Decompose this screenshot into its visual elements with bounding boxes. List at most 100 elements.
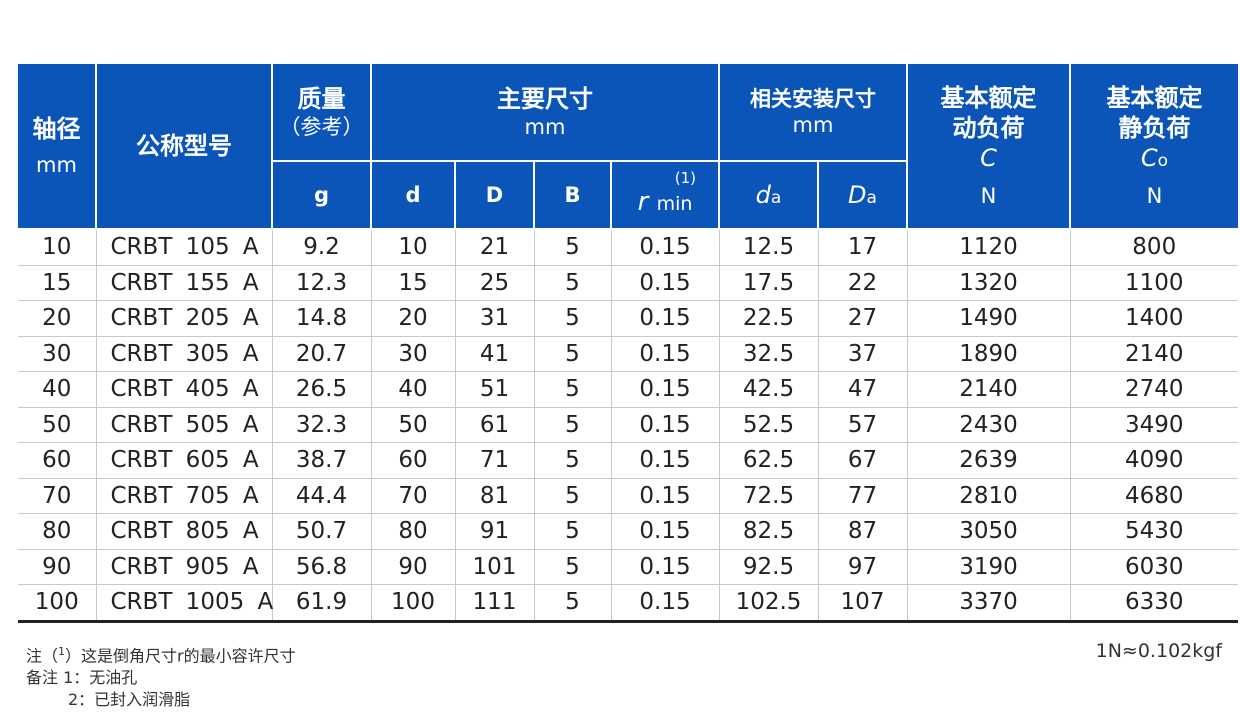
table-row: 40 CRBT 405 A 26.5 40 51 5 0.15 42.5 47 2140 2740 xyxy=(18,371,1238,408)
table-row: 20 CRBT 205 A 14.8 20 31 5 0.15 22.5 27 1490 1400 xyxy=(18,300,1238,337)
cell-Da: 27 xyxy=(818,300,908,337)
table-row: 10 CRBT 105 A 9.2 10 21 5 0.15 12.5 17 1120 800 xyxy=(18,229,1238,266)
cell-d: 15 xyxy=(371,265,456,301)
cell-mass: 61.9 xyxy=(272,584,372,623)
cell-da: 12.5 xyxy=(719,229,819,266)
cell-mass: 12.3 xyxy=(272,265,372,301)
cell-shaft: 80 xyxy=(18,513,97,550)
cell-dyn-load: 3370 xyxy=(907,584,1071,623)
cell-Da: 37 xyxy=(818,336,908,372)
header-dyn-unit: N xyxy=(980,183,997,208)
cell-model: CRBT 405 A xyxy=(96,371,273,408)
cell-d: 40 xyxy=(371,371,456,408)
header-model-label: 公称型号 xyxy=(136,132,232,160)
cell-D: 21 xyxy=(455,229,535,266)
remark-2: 2：已封入润滑脂 xyxy=(68,690,191,710)
cell-stat-load: 2140 xyxy=(1070,336,1238,372)
cell-Da: 67 xyxy=(818,442,908,479)
cell-shaft: 10 xyxy=(18,229,97,266)
cell-da: 92.5 xyxy=(719,549,819,585)
header-main-dims-unit: mm xyxy=(524,114,566,139)
cell-D: 31 xyxy=(455,300,535,337)
cell-d: 100 xyxy=(371,584,456,623)
cell-D: 61 xyxy=(455,407,535,443)
cell-B: 5 xyxy=(534,584,612,623)
cell-stat-load: 3490 xyxy=(1070,407,1238,443)
header-mount-dims-label: 相关安装尺寸 xyxy=(750,86,876,111)
header-rmin-sub: min xyxy=(656,193,693,216)
cell-stat-load: 1400 xyxy=(1070,300,1238,337)
cell-rmin: 0.15 xyxy=(611,442,720,479)
header-main-dims-label: 主要尺寸 xyxy=(497,84,593,113)
header-static-load: 基本额定 静负荷 Co N xyxy=(1069,62,1238,230)
cell-B: 5 xyxy=(534,513,612,550)
cell-shaft: 90 xyxy=(18,549,97,585)
table-row: 100 CRBT 1005 A 61.9 100 111 5 0.15 102.5 107 337… xyxy=(18,584,1238,623)
cell-D: 91 xyxy=(455,513,535,550)
cell-dyn-load: 2430 xyxy=(907,407,1071,443)
cell-d: 10 xyxy=(371,229,456,266)
cell-model: CRBT 205 A xyxy=(96,300,273,337)
cell-stat-load: 5430 xyxy=(1070,513,1238,550)
table-row: 80 CRBT 805 A 50.7 80 91 5 0.15 82.5 87 3050 5430 xyxy=(18,513,1238,550)
cell-mass: 56.8 xyxy=(272,549,372,585)
header-mass-unit: g xyxy=(271,160,372,230)
cell-d: 60 xyxy=(371,442,456,479)
cell-rmin: 0.15 xyxy=(611,265,720,301)
cell-d: 30 xyxy=(371,336,456,372)
cell-shaft: 60 xyxy=(18,442,97,479)
header-shaft-diameter: 轴径 mm xyxy=(18,62,97,230)
cell-Da: 57 xyxy=(818,407,908,443)
cell-D: 51 xyxy=(455,371,535,408)
cell-B: 5 xyxy=(534,442,612,479)
header-shaft-unit: mm xyxy=(36,152,77,177)
header-col-B: B xyxy=(533,160,612,230)
cell-rmin: 0.15 xyxy=(611,584,720,623)
cell-model: CRBT 305 A xyxy=(96,336,273,372)
cell-mass: 26.5 xyxy=(272,371,372,408)
cell-mass: 9.2 xyxy=(272,229,372,266)
header-col-Da: Da xyxy=(817,160,908,230)
cell-da: 42.5 xyxy=(719,371,819,408)
cell-shaft: 15 xyxy=(18,265,97,301)
header-stat-line2: 静负荷 xyxy=(1118,113,1191,142)
header-col-da: da xyxy=(718,160,819,230)
cell-mass: 38.7 xyxy=(272,442,372,479)
cell-stat-load: 4090 xyxy=(1070,442,1238,479)
cell-Da: 87 xyxy=(818,513,908,550)
cell-stat-load: 2740 xyxy=(1070,371,1238,408)
header-mass: 质量 （参考） xyxy=(271,62,372,162)
remark-1: 备注 1：无油孔 xyxy=(26,668,138,688)
cell-Da: 97 xyxy=(818,549,908,585)
cell-da: 82.5 xyxy=(719,513,819,550)
cell-d: 80 xyxy=(371,513,456,550)
header-stat-line1: 基本额定 xyxy=(1106,83,1203,112)
table-row: 50 CRBT 505 A 32.3 50 61 5 0.15 52.5 57 2430 3490 xyxy=(18,407,1238,443)
cell-D: 81 xyxy=(455,478,535,514)
cell-da: 72.5 xyxy=(719,478,819,514)
cell-dyn-load: 1490 xyxy=(907,300,1071,337)
cell-Da: 47 xyxy=(818,371,908,408)
cell-model: CRBT 105 A xyxy=(96,229,273,266)
table-row: 30 CRBT 305 A 20.7 30 41 5 0.15 32.5 37 1890 2140 xyxy=(18,336,1238,372)
cell-model: CRBT 1005 A xyxy=(96,584,273,623)
cell-rmin: 0.15 xyxy=(611,478,720,514)
cell-mass: 20.7 xyxy=(272,336,372,372)
cell-shaft: 70 xyxy=(18,478,97,514)
cell-dyn-load: 3050 xyxy=(907,513,1071,550)
header-dyn-line2: 动负荷 xyxy=(952,113,1025,142)
cell-d: 90 xyxy=(371,549,456,585)
cell-Da: 17 xyxy=(818,229,908,266)
cell-rmin: 0.15 xyxy=(611,371,720,408)
cell-stat-load: 4680 xyxy=(1070,478,1238,514)
cell-rmin: 0.15 xyxy=(611,407,720,443)
footnotes: 注（1）这是倒角尺寸r的最小容许尺寸 备注 1：无油孔 2：已封入润滑脂 xyxy=(26,641,296,711)
cell-dyn-load: 2639 xyxy=(907,442,1071,479)
cell-B: 5 xyxy=(534,336,612,372)
cell-stat-load: 6030 xyxy=(1070,549,1238,585)
cell-shaft: 20 xyxy=(18,300,97,337)
cell-D: 111 xyxy=(455,584,535,623)
cell-da: 22.5 xyxy=(719,300,819,337)
table-row: 60 CRBT 605 A 38.7 60 71 5 0.15 62.5 67 2639 4090 xyxy=(18,442,1238,479)
cell-d: 50 xyxy=(371,407,456,443)
